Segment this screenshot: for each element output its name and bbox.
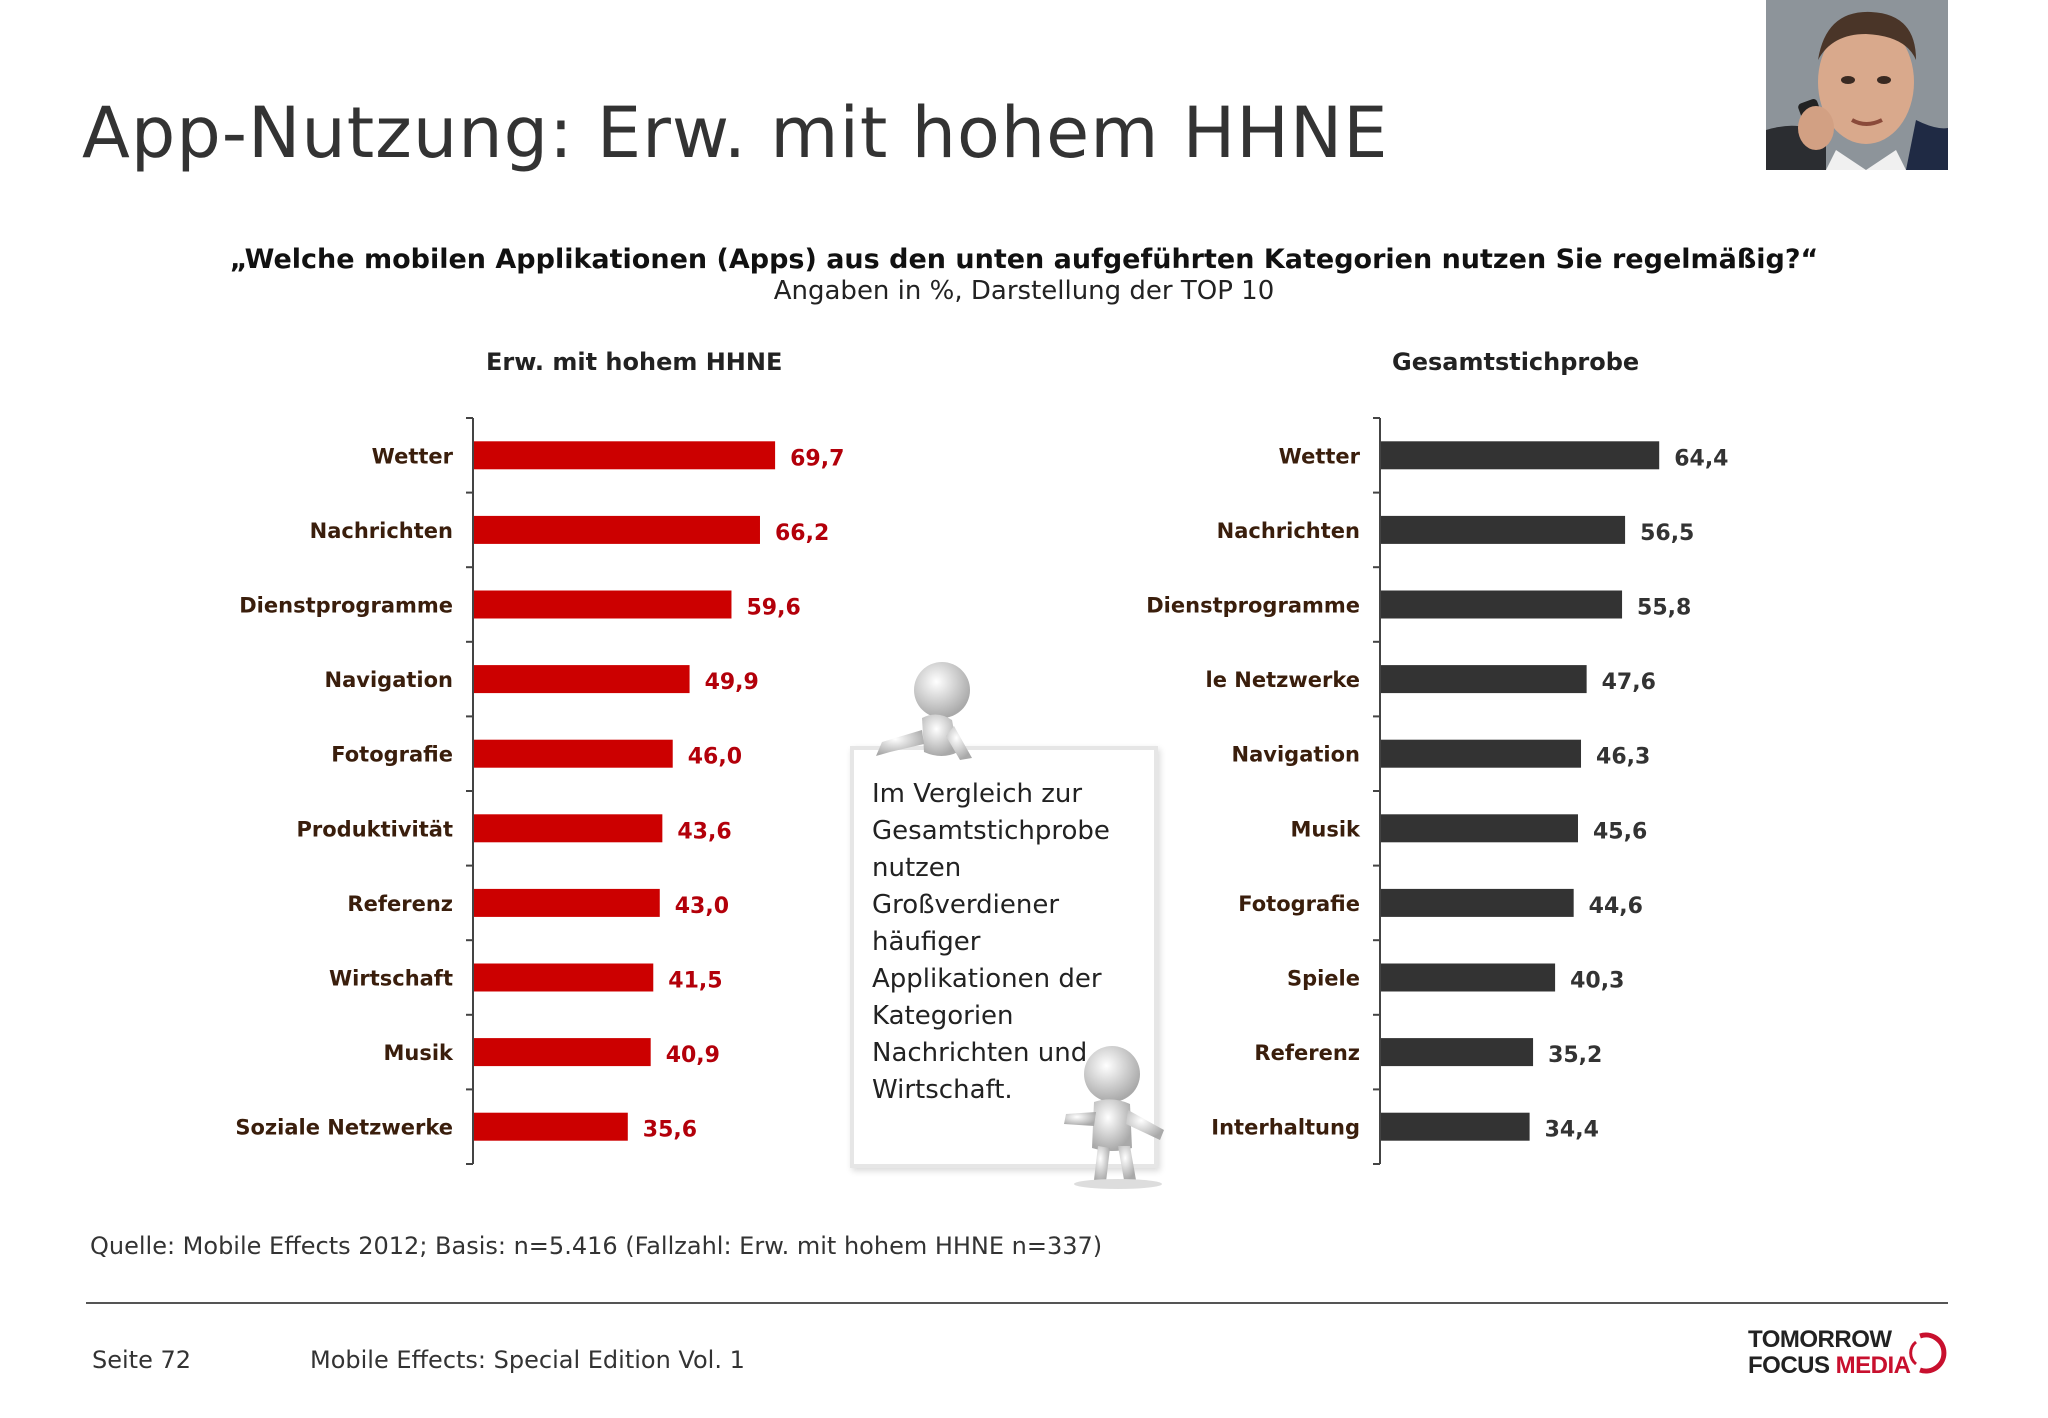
bar-chart-hhne: Wetter 69,7 Nachrichten 66,2 Dienstprogramme… [235, 417, 844, 1165]
value-label: 44,6 [1589, 894, 1643, 919]
category-label: Wirtschaft [329, 967, 453, 991]
category-label: Referenz [1254, 1041, 1360, 1065]
category-label: Fotografie [1238, 892, 1360, 916]
source-note: Quelle: Mobile Effects 2012; Basis: n=5.… [90, 1232, 1103, 1260]
survey-subtitle: Angaben in %, Darstellung der TOP 10 [773, 276, 1275, 306]
value-label: 47,6 [1602, 670, 1656, 695]
category-label: Dienstprogramme [239, 594, 453, 618]
edition-label: Mobile Effects: Special Edition Vol. 1 [310, 1346, 745, 1374]
bar [474, 1112, 628, 1141]
bar [1381, 665, 1587, 694]
bar [1381, 963, 1556, 992]
bar [1381, 1038, 1534, 1067]
category-label: Nachrichten [1217, 519, 1360, 543]
value-label: 35,6 [643, 1118, 697, 1143]
category-label: Fotografie [331, 743, 453, 767]
category-label: Interhaltung [1211, 1116, 1360, 1140]
logo-line2: FOCUS MEDIA [1748, 1352, 1911, 1380]
bar-chart-gesamt: Wetter 64,4 Nachrichten 56,5 Dienstprogramme… [1146, 417, 1728, 1165]
value-label: 69,7 [790, 446, 844, 471]
value-label: 66,2 [775, 521, 829, 546]
page-number: Seite 72 [92, 1346, 192, 1374]
value-label: 49,9 [705, 670, 759, 695]
value-label: 40,9 [666, 1043, 720, 1068]
bar [1381, 441, 1660, 470]
note-text: Im Vergleich zur Gesamtstichprobe nutzen… [872, 779, 1110, 1105]
3d-figure-bottom-icon [1064, 1046, 1164, 1189]
bar [1381, 739, 1582, 768]
logo-media: MEDIA [1835, 1352, 1911, 1379]
bar [474, 590, 732, 619]
value-label: 40,3 [1570, 969, 1624, 994]
value-label: 35,2 [1548, 1043, 1602, 1068]
logo-ring-icon [1909, 1332, 1947, 1374]
bar [474, 963, 654, 992]
bar [474, 441, 776, 470]
tomorrow-focus-media-logo: TOMORROW FOCUS MEDIA [1748, 1326, 1948, 1388]
bar [474, 814, 663, 843]
category-label: Navigation [1232, 743, 1360, 767]
bar [1381, 814, 1578, 843]
category-label: Musik [383, 1041, 454, 1065]
category-label: Navigation [325, 668, 453, 692]
bar [474, 888, 660, 917]
category-label: Nachrichten [310, 519, 453, 543]
bar [474, 739, 673, 768]
value-label: 56,5 [1640, 521, 1694, 546]
chart-title-hhne: Erw. mit hohem HHNE [486, 348, 783, 376]
bar [1381, 888, 1574, 917]
logo-line1: TOMORROW [1748, 1326, 1892, 1353]
value-label: 55,8 [1637, 596, 1691, 621]
category-label: Referenz [347, 892, 453, 916]
chart-title-gesamt: Gesamtstichprobe [1392, 348, 1640, 376]
category-label: Wetter [372, 444, 454, 468]
value-label: 43,0 [675, 894, 729, 919]
category-label: Musik [1290, 817, 1361, 841]
category-label: Soziale Netzwerke [235, 1116, 453, 1140]
value-label: 43,6 [677, 819, 731, 844]
value-label: 34,4 [1545, 1118, 1599, 1143]
bar [474, 515, 760, 544]
category-label: Dienstprogramme [1146, 594, 1360, 618]
bar [474, 1038, 651, 1067]
value-label: 46,3 [1596, 745, 1650, 770]
category-label: Produktivität [297, 817, 454, 841]
value-label: 59,6 [746, 596, 800, 621]
footer-divider [86, 1302, 1948, 1304]
category-label: Wetter [1279, 444, 1361, 468]
value-label: 41,5 [668, 969, 722, 994]
3d-figure-top-icon [876, 662, 972, 760]
bar [1381, 1112, 1530, 1141]
businessman-phone-photo [1766, 0, 1948, 170]
category-label: Spiele [1287, 967, 1360, 991]
photo-illustration [1766, 0, 1948, 170]
bar [1381, 515, 1626, 544]
page-title: App-Nutzung: Erw. mit hohem HHNE [82, 92, 1389, 174]
category-label: le Netzwerke [1206, 668, 1360, 692]
bar [1381, 590, 1623, 619]
bar [474, 665, 690, 694]
value-label: 64,4 [1674, 446, 1728, 471]
logo-focus: FOCUS [1748, 1352, 1830, 1379]
value-label: 46,0 [688, 745, 742, 770]
value-label: 45,6 [1593, 819, 1647, 844]
survey-question: „Welche mobilen Applikationen (Apps) aus… [229, 244, 1819, 275]
